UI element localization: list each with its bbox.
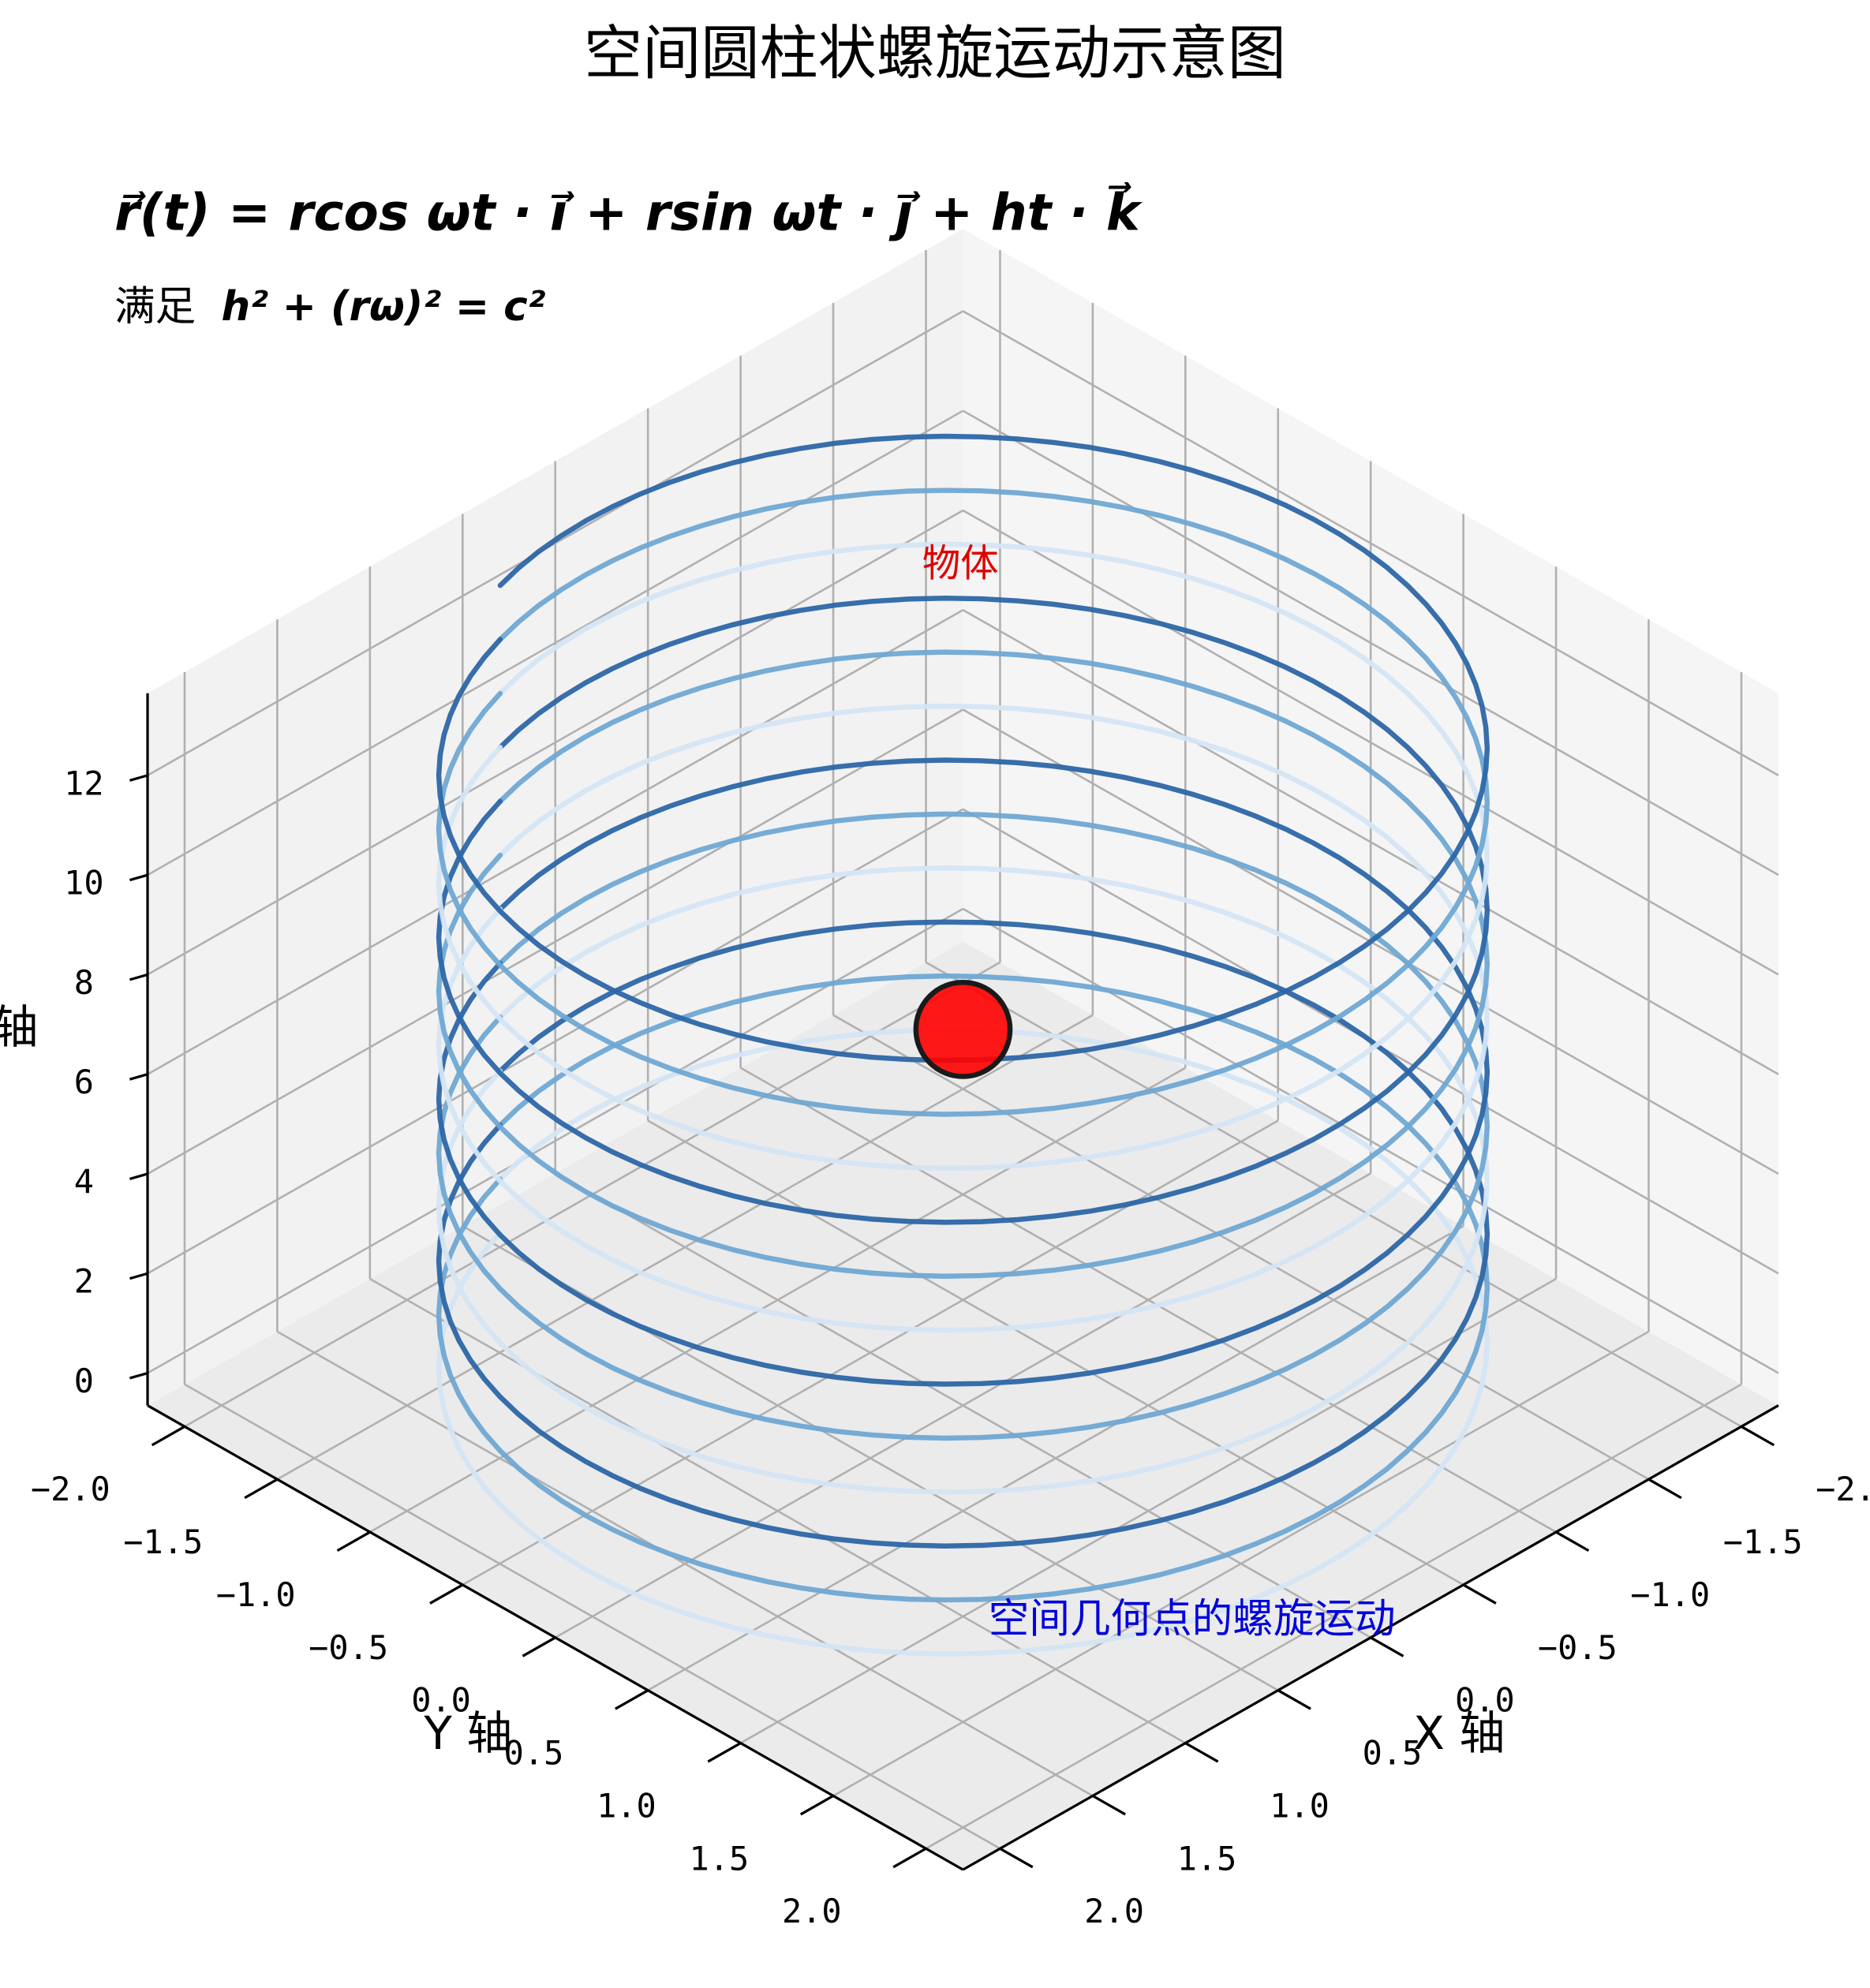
grid-line	[147, 310, 964, 777]
grid-line	[147, 409, 964, 876]
grid-line	[147, 509, 964, 976]
grid-line	[962, 310, 1779, 777]
y-tick-label: 1.0	[597, 1786, 656, 1825]
tick-mark	[1370, 1636, 1404, 1657]
tick-mark	[1741, 1425, 1775, 1447]
y-tick-label: −1.5	[123, 1523, 203, 1561]
grid-line	[962, 409, 1779, 876]
z-tick-label: 6	[74, 1063, 94, 1101]
tick-mark	[522, 1636, 556, 1657]
grid-line	[462, 1119, 1279, 1586]
tick-mark	[615, 1689, 649, 1710]
x-tick-label: 0.0	[1455, 1681, 1515, 1720]
axes: −2.0−1.5−1.0−0.50.00.51.01.52.0−2.0−1.5−…	[31, 693, 1870, 1930]
point-label: 物体	[922, 541, 999, 585]
y-tick-label: 0.0	[411, 1681, 471, 1720]
helix-turn	[436, 433, 1490, 1063]
tick-mark	[129, 1371, 148, 1380]
y-tick-label: 2.0	[782, 1892, 842, 1930]
condition-prefix: 满足	[114, 283, 196, 331]
tick-mark	[1277, 1689, 1311, 1710]
tick-mark	[129, 1272, 148, 1280]
tick-mark	[799, 1795, 834, 1816]
x-tick-label: 1.5	[1177, 1839, 1237, 1878]
y-tick-label: −2.0	[31, 1470, 110, 1508]
grid-line	[832, 1330, 1650, 1797]
x-axis-label: X 轴	[1413, 1706, 1505, 1760]
y-axis-label: Y 轴	[423, 1706, 512, 1760]
y-tick-label: 1.5	[690, 1839, 750, 1878]
y-tick-label: 0.5	[504, 1734, 564, 1773]
tick-mark	[129, 873, 148, 882]
x-tick-label: −0.5	[1538, 1628, 1618, 1667]
tick-mark	[1647, 1478, 1682, 1500]
condition-formula: h² + (rω)² = c²	[222, 283, 546, 331]
tick-mark	[244, 1478, 279, 1500]
tick-mark	[129, 1172, 148, 1180]
grid-line	[962, 609, 1779, 1075]
x-tick-label: −1.5	[1723, 1523, 1803, 1561]
grid-line	[276, 1014, 1094, 1481]
x-tick-label: −1.0	[1630, 1575, 1710, 1614]
z-axis-label: Z 轴	[0, 1000, 38, 1054]
z-tick-label: 10	[64, 864, 103, 902]
grid-line	[647, 1225, 1464, 1691]
z-tick-label: 12	[64, 764, 103, 802]
grid-line	[962, 509, 1779, 976]
formula: r⃗(t) = rcos ωt · i⃗ + rsin ωt · j⃗ + ht…	[114, 181, 1143, 243]
grid	[147, 249, 1779, 1850]
tick-mark	[129, 973, 148, 981]
grid-line	[147, 708, 964, 1175]
helix-turn	[436, 596, 1490, 1225]
helix-turn	[436, 919, 1490, 1549]
condition: 满足 h² + (rω)² = c²	[114, 283, 546, 331]
helix-turn	[436, 488, 1490, 1117]
y-tick-label: −1.0	[216, 1575, 296, 1614]
x-tick-label: 1.0	[1270, 1786, 1330, 1825]
grid-line	[147, 609, 964, 1075]
helix-turn	[436, 865, 1490, 1495]
z-tick-label: 2	[74, 1262, 94, 1301]
tick-mark	[429, 1583, 464, 1605]
z-tick-label: 8	[74, 963, 94, 1002]
tick-mark	[1462, 1583, 1497, 1605]
tick-mark	[151, 1425, 185, 1447]
grid-line	[147, 808, 964, 1275]
x-tick-label: −2.0	[1816, 1470, 1870, 1508]
tick-mark	[1184, 1742, 1219, 1763]
object-point	[913, 980, 1013, 1079]
tick-mark	[999, 1847, 1034, 1869]
tick-mark	[336, 1530, 371, 1552]
tick-mark	[1555, 1530, 1590, 1552]
z-tick-label: 4	[74, 1162, 94, 1201]
chart-title: 空间圆柱状螺旋运动示意图	[584, 20, 1286, 88]
tick-mark	[707, 1742, 742, 1763]
helix-turn	[436, 757, 1490, 1387]
curve-label: 空间几何点的螺旋运动	[989, 1596, 1396, 1643]
helix	[436, 433, 1490, 1657]
tick-mark	[129, 1073, 148, 1081]
tick-mark	[892, 1847, 927, 1869]
x-tick-label: 2.0	[1084, 1892, 1144, 1930]
tick-mark	[1092, 1795, 1127, 1816]
grid-line	[739, 1277, 1557, 1744]
y-tick-label: −0.5	[309, 1628, 388, 1667]
z-tick-label: 0	[74, 1362, 94, 1400]
grid-line	[925, 1383, 1742, 1850]
helix-turn	[436, 811, 1490, 1441]
tick-mark	[129, 774, 148, 782]
helix-turn	[436, 649, 1490, 1279]
x-tick-label: 0.5	[1363, 1734, 1423, 1773]
helix-turn	[436, 703, 1490, 1333]
helix-turn	[436, 541, 1490, 1172]
helix-turn	[436, 973, 1490, 1603]
